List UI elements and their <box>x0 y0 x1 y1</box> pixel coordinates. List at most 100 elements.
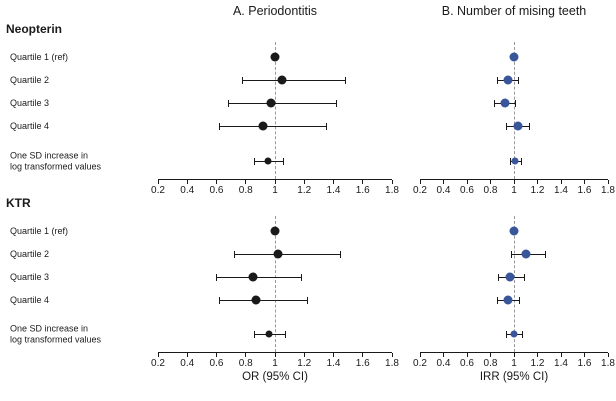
axis-tick-label: 1 <box>272 185 278 196</box>
axis-tick-label: 1.4 <box>326 185 341 196</box>
ci-cap <box>254 157 256 165</box>
point-estimate <box>513 121 523 131</box>
ci-cap <box>521 330 523 338</box>
point-estimate <box>503 75 513 85</box>
axis-tick <box>419 353 421 357</box>
point-estimate <box>521 249 531 259</box>
point-estimate <box>264 157 272 165</box>
axis-tick <box>419 180 421 184</box>
axis-tick <box>490 353 491 357</box>
axis-tick-label: 0.6 <box>209 185 224 196</box>
axis-tick <box>584 353 585 357</box>
row-label: Quartile 1 (ref) <box>10 51 69 62</box>
ci-cap <box>509 157 511 165</box>
axis-tick <box>274 353 276 357</box>
ci-line <box>234 253 341 255</box>
axis-tick <box>245 353 247 357</box>
axis-tick-label: 0.8 <box>483 185 498 196</box>
axis-tick-label: 1.6 <box>577 358 592 369</box>
ci-cap <box>506 122 508 130</box>
point-estimate <box>266 98 276 108</box>
row-label: Quartile 4 <box>10 120 50 131</box>
axis-tick <box>443 180 444 184</box>
axis-tick-label: 1.8 <box>601 185 615 196</box>
ci-cap <box>216 273 217 281</box>
axis-tick-label: 1.8 <box>385 185 399 196</box>
ci-cap <box>227 99 229 107</box>
ci-cap <box>520 157 522 165</box>
axis-tick <box>607 180 609 184</box>
axis-tick <box>584 180 585 184</box>
ci-cap <box>519 296 521 304</box>
axis-tick <box>245 180 247 184</box>
ci-line <box>219 299 308 301</box>
axis-tick-label: 0.6 <box>460 358 474 369</box>
axis-tick-label: 0.8 <box>483 358 498 369</box>
section-heading: Neopterin <box>6 22 63 36</box>
axis-tick <box>490 180 491 184</box>
axis-tick <box>333 180 334 184</box>
ci-cap <box>545 250 547 258</box>
row-label: Quartile 1 (ref) <box>10 225 69 236</box>
ci-cap <box>518 76 520 84</box>
ci-cap <box>511 250 513 258</box>
axis-tick <box>607 353 609 357</box>
axis-tick <box>274 180 276 184</box>
ci-cap <box>233 250 235 258</box>
ci-cap <box>325 122 327 130</box>
axis-tick <box>466 353 468 357</box>
ci-cap <box>335 99 337 107</box>
axis-tick <box>391 180 393 184</box>
point-estimate <box>510 330 518 338</box>
axis-tick <box>303 180 305 184</box>
row-label: Quartile 2 <box>10 248 50 259</box>
row-label: Quartile 3 <box>10 271 50 282</box>
ci-line <box>242 79 346 81</box>
point-estimate <box>270 52 280 62</box>
axis-tick-label: 1.4 <box>326 358 341 369</box>
axis-tick-label: 1.4 <box>554 185 568 196</box>
point-estimate <box>270 226 280 236</box>
axis-tick-label: 0.6 <box>460 185 474 196</box>
ci-cap <box>242 76 244 84</box>
axis-tick <box>216 180 217 184</box>
axis-tick <box>466 180 468 184</box>
axis-line <box>158 352 392 353</box>
point-estimate <box>248 272 258 282</box>
axis-tick <box>560 353 562 357</box>
point-estimate <box>251 295 261 305</box>
axis-tick-label: 1 <box>511 358 517 369</box>
ci-cap <box>218 296 220 304</box>
axis-tick-label: 0.2 <box>151 185 165 196</box>
axis-tick-label: 0.8 <box>238 185 253 196</box>
axis-tick-label: 1.8 <box>601 358 615 369</box>
axis-tick-label: 1.2 <box>530 358 545 369</box>
axis-tick <box>391 353 393 357</box>
ci-cap <box>284 330 286 338</box>
axis-tick <box>513 180 515 184</box>
axis-tick <box>362 353 364 357</box>
row-label: Quartile 2 <box>10 74 50 85</box>
ci-cap <box>497 296 499 304</box>
ci-cap <box>283 157 285 165</box>
ci-line <box>219 125 327 127</box>
ci-cap <box>300 273 302 281</box>
axis-tick-label: 1.6 <box>355 358 370 369</box>
axis-tick <box>537 353 538 357</box>
reference-line <box>513 216 515 352</box>
axis-line <box>158 179 392 180</box>
ci-cap <box>497 76 499 84</box>
ci-line <box>216 276 302 278</box>
axis-tick <box>157 353 159 357</box>
reference-line <box>274 216 276 352</box>
axis-tick <box>362 180 364 184</box>
ci-cap <box>218 122 220 130</box>
axis-tick-label: 0.2 <box>413 185 427 196</box>
ci-cap <box>340 250 342 258</box>
axis-tick-label: 0.4 <box>436 358 451 369</box>
ci-line <box>228 102 337 104</box>
point-estimate <box>273 249 283 259</box>
panel-a-title: A. Periodontitis <box>232 4 318 18</box>
axis-tick-label: 0.4 <box>436 185 451 196</box>
ci-cap <box>306 296 308 304</box>
